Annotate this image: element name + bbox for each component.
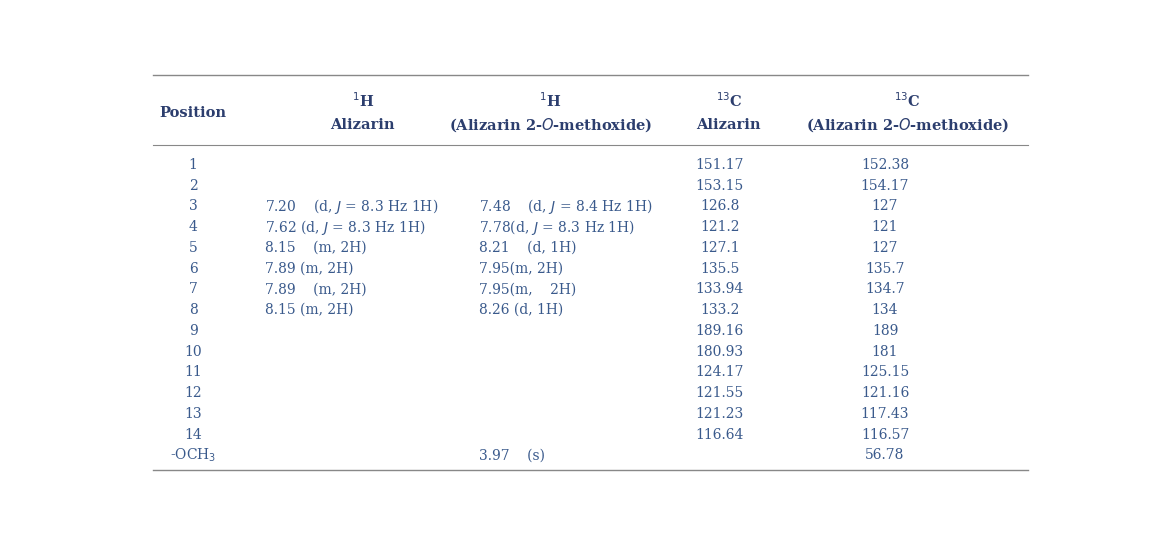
Text: 14: 14 [184,427,202,441]
Text: 12: 12 [184,386,202,400]
Text: 180.93: 180.93 [696,345,744,359]
Text: (Alizarin 2-$\it{O}$-methoxide): (Alizarin 2-$\it{O}$-methoxide) [448,116,652,134]
Text: 134.7: 134.7 [865,282,904,296]
Text: (Alizarin 2-$\it{O}$-methoxide): (Alizarin 2-$\it{O}$-methoxide) [805,116,1009,134]
Text: 10: 10 [184,345,202,359]
Text: 7.78(d, $\it{J}$ = 8.3 Hz 1H): 7.78(d, $\it{J}$ = 8.3 Hz 1H) [479,217,635,236]
Text: 127: 127 [872,199,899,213]
Text: 1: 1 [189,158,197,172]
Text: 125.15: 125.15 [861,365,909,379]
Text: 9: 9 [189,324,197,338]
Text: 8.26 (d, 1H): 8.26 (d, 1H) [479,303,563,317]
Text: 8.15 (m, 2H): 8.15 (m, 2H) [265,303,353,317]
Text: 127: 127 [872,241,899,255]
Text: 117.43: 117.43 [861,407,909,421]
Text: 3.97    (s): 3.97 (s) [479,448,545,463]
Text: 11: 11 [184,365,202,379]
Text: 5: 5 [189,241,197,255]
Text: 4: 4 [189,220,197,234]
Text: 133.94: 133.94 [696,282,744,296]
Text: $^{1}$H: $^{1}$H [351,91,374,110]
Text: 127.1: 127.1 [700,241,740,255]
Text: 7.89    (m, 2H): 7.89 (m, 2H) [265,282,366,296]
Text: 7.89 (m, 2H): 7.89 (m, 2H) [265,262,353,275]
Text: 121.2: 121.2 [700,220,740,234]
Text: 7: 7 [189,282,197,296]
Text: 7.20    (d, $\it{J}$ = 8.3 Hz 1H): 7.20 (d, $\it{J}$ = 8.3 Hz 1H) [265,197,438,216]
Text: 126.8: 126.8 [700,199,740,213]
Text: -OCH$_3$: -OCH$_3$ [170,446,217,464]
Text: 8: 8 [189,303,197,317]
Text: 154.17: 154.17 [861,179,909,193]
Text: 189.16: 189.16 [696,324,744,338]
Text: 134: 134 [872,303,899,317]
Text: $^{13}$C: $^{13}$C [715,91,742,110]
Text: 151.17: 151.17 [696,158,744,172]
Text: $^{13}$C: $^{13}$C [894,91,920,110]
Text: 189: 189 [872,324,899,338]
Text: 121.55: 121.55 [696,386,744,400]
Text: 153.15: 153.15 [696,179,744,193]
Text: 135.7: 135.7 [865,262,904,275]
Text: 116.57: 116.57 [861,427,909,441]
Text: Alizarin: Alizarin [697,118,761,133]
Text: 121: 121 [872,220,899,234]
Text: 8.15    (m, 2H): 8.15 (m, 2H) [265,241,366,255]
Text: Position: Position [160,106,227,120]
Text: 6: 6 [189,262,197,275]
Text: 181: 181 [872,345,899,359]
Text: 152.38: 152.38 [861,158,909,172]
Text: 7.62 (d, $\it{J}$ = 8.3 Hz 1H): 7.62 (d, $\it{J}$ = 8.3 Hz 1H) [265,217,425,236]
Text: 124.17: 124.17 [696,365,744,379]
Text: 56.78: 56.78 [865,448,904,463]
Text: 133.2: 133.2 [700,303,740,317]
Text: Alizarin: Alizarin [331,118,395,133]
Text: 8.21    (d, 1H): 8.21 (d, 1H) [479,241,576,255]
Text: 7.95(m, 2H): 7.95(m, 2H) [479,262,563,275]
Text: 3: 3 [189,199,197,213]
Text: 121.16: 121.16 [861,386,909,400]
Text: 7.95(m,    2H): 7.95(m, 2H) [479,282,576,296]
Text: 135.5: 135.5 [700,262,740,275]
Text: $^{1}$H: $^{1}$H [539,91,561,110]
Text: 13: 13 [184,407,202,421]
Text: 116.64: 116.64 [696,427,744,441]
Text: 121.23: 121.23 [696,407,744,421]
Text: 7.48    (d, $\it{J}$ = 8.4 Hz 1H): 7.48 (d, $\it{J}$ = 8.4 Hz 1H) [479,197,652,216]
Text: 2: 2 [189,179,197,193]
